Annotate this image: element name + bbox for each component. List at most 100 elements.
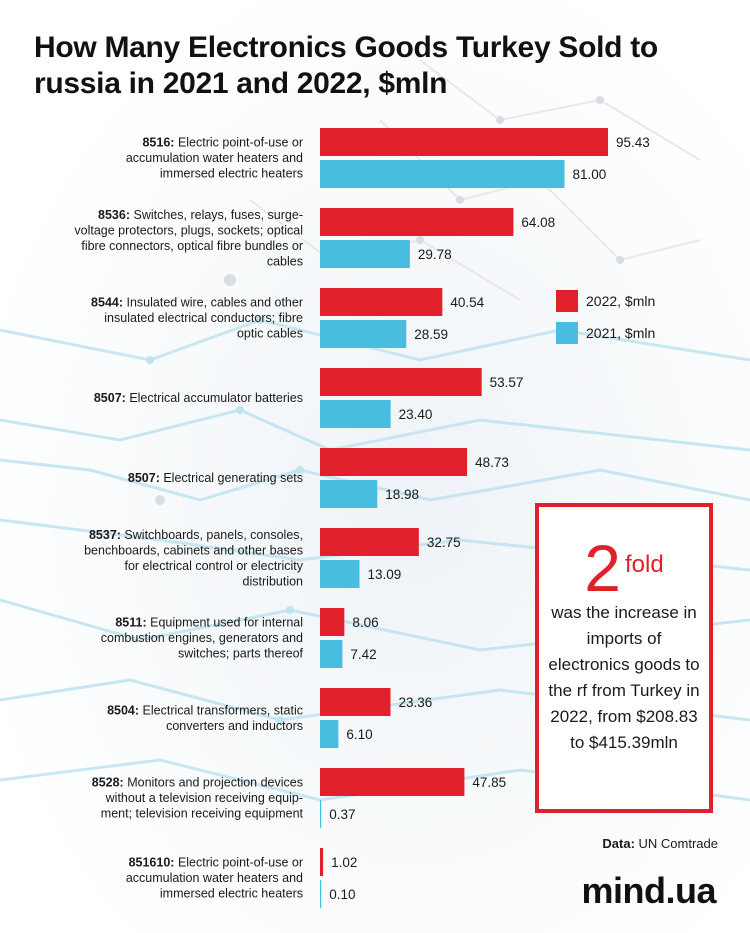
value-label-2021: 29.78 xyxy=(418,247,452,262)
value-label-2021: 0.37 xyxy=(329,807,355,822)
category-label-line: fibre connectors, optical fibre bundles … xyxy=(81,239,303,253)
category-label-line: 8544: Insulated wire, cables and other xyxy=(91,296,303,310)
bar-2021 xyxy=(320,720,339,748)
value-label-2022: 40.54 xyxy=(450,295,484,310)
category-label-line: cables xyxy=(267,254,303,268)
legend-label-2022: 2022, $mln xyxy=(586,293,656,309)
bar-2022 xyxy=(320,608,345,636)
category-label-line: accumulation water heaters and xyxy=(126,871,303,885)
category-label-line: 8507: Electrical accumulator batteries xyxy=(94,391,303,405)
category-text: Monitors and projection devices xyxy=(127,776,303,790)
value-label-2022: 47.85 xyxy=(472,775,506,790)
bar-2022 xyxy=(320,528,419,556)
category-code: 851610: xyxy=(129,856,178,870)
value-label-2022: 48.73 xyxy=(475,455,509,470)
category-text: Electrical transformers, static xyxy=(143,703,303,717)
bar-2022 xyxy=(320,688,391,716)
value-label-2021: 23.40 xyxy=(399,407,433,422)
value-label-2021: 18.98 xyxy=(385,487,419,502)
callout-box: 2 fold was the increase in imports of ele… xyxy=(535,503,713,813)
value-label-2022: 32.75 xyxy=(427,535,461,550)
callout-headline: 2 fold xyxy=(539,535,709,601)
category-text: Electrical generating sets xyxy=(163,471,303,485)
category-label: 8544: Insulated wire, cables and other in… xyxy=(91,296,303,341)
value-label-2021: 81.00 xyxy=(572,167,606,182)
value-label-2022: 95.43 xyxy=(616,135,650,150)
value-label-2022: 64.08 xyxy=(521,215,555,230)
category-label: 8507: Electrical generating sets xyxy=(128,471,303,485)
category-code: 8537: xyxy=(89,528,124,542)
category-label-line: accumulation water heaters and xyxy=(126,151,303,165)
category-label-line: combustion engines, generators and xyxy=(101,631,303,645)
category-label: 8511: Equipment used for internal combust… xyxy=(101,616,304,661)
source-note: Data: UN Comtrade xyxy=(602,836,718,851)
brand-logo: mind.ua xyxy=(581,870,716,911)
bar-2022 xyxy=(320,768,465,796)
category-label: 8507: Electrical accumulator batteries xyxy=(94,391,303,405)
category-code: 8507: xyxy=(94,391,129,405)
category-code: 8544: xyxy=(91,296,126,310)
bar-2021 xyxy=(320,880,322,908)
bar-2021 xyxy=(320,320,407,348)
category-code: 8528: xyxy=(92,776,127,790)
category-label-line: benchboards, cabinets and other bases xyxy=(84,543,303,557)
category-code: 8511: xyxy=(115,616,150,630)
category-text: Electric point-of-use or xyxy=(178,856,303,870)
category-label-line: immersed electric heaters xyxy=(160,167,303,181)
value-label-2021: 6.10 xyxy=(346,727,372,742)
source-name: UN Comtrade xyxy=(638,836,718,851)
bar-2021 xyxy=(320,240,410,268)
category-label: 8504: Electrical transformers, static con… xyxy=(107,703,303,733)
category-text: Switches, relays, fuses, surge- xyxy=(133,208,303,222)
category-code: 8507: xyxy=(128,471,163,485)
value-label-2022: 53.57 xyxy=(490,375,524,390)
bar-2022 xyxy=(320,288,443,316)
source-prefix: Data: xyxy=(602,836,635,851)
value-label-2021: 0.10 xyxy=(329,887,355,902)
value-label-2021: 7.42 xyxy=(350,647,376,662)
category-label-line: 851610: Electric point-of-use or xyxy=(129,856,303,870)
bar-2021 xyxy=(320,480,378,508)
value-label-2022: 1.02 xyxy=(331,855,357,870)
bar-2022 xyxy=(320,208,514,236)
category-text: Equipment used for internal xyxy=(150,616,303,630)
callout-text: was the increase in imports of electroni… xyxy=(548,603,700,752)
category-label-line: 8536: Switches, relays, fuses, surge- xyxy=(98,208,303,222)
chart-title: How Many Electronics Goods Turkey Sold t… xyxy=(34,31,658,100)
value-label-2021: 28.59 xyxy=(414,327,448,342)
callout-unit: fold xyxy=(625,551,664,578)
category-label-line: 8507: Electrical generating sets xyxy=(128,471,303,485)
bar-2021 xyxy=(320,400,391,428)
bar-2022 xyxy=(320,128,608,156)
category-label: 851610: Electric point-of-use or accumula… xyxy=(126,856,303,901)
value-label-2022: 23.36 xyxy=(398,695,432,710)
bar-2021 xyxy=(320,640,343,668)
bar-2021 xyxy=(320,160,565,188)
category-label: 8536: Switches, relays, fuses, surge-vol… xyxy=(74,208,303,269)
category-code: 8516: xyxy=(142,136,177,150)
bar-2022 xyxy=(320,848,324,876)
category-label-line: 8511: Equipment used for internal xyxy=(115,616,303,630)
category-text: Electric point-of-use or xyxy=(178,136,303,150)
bar-2022 xyxy=(320,448,468,476)
legend-label-2021: 2021, $mln xyxy=(586,325,656,341)
category-label-line: optic cables xyxy=(237,327,303,341)
category-label-line: 8504: Electrical transformers, static xyxy=(107,703,303,717)
legend-swatch-2021 xyxy=(556,322,578,344)
category-text: Switchboards, panels, consoles, xyxy=(124,528,303,542)
category-label-line: 8537: Switchboards, panels, consoles, xyxy=(89,528,303,542)
category-label-line: ment; television receiving equipment xyxy=(101,807,304,821)
value-label-2021: 13.09 xyxy=(368,567,402,582)
category-text: Insulated wire, cables and other xyxy=(127,296,304,310)
category-label: 8516: Electric point-of-use or accumulati… xyxy=(126,136,303,181)
category-label-line: without a television receiving equip- xyxy=(105,791,303,805)
bar-2022 xyxy=(320,368,482,396)
legend-item-2022: 2022, $mln xyxy=(556,288,655,314)
category-label-line: insulated electrical conductors; fibre xyxy=(104,311,303,325)
category-label-line: distribution xyxy=(243,574,303,588)
bar-2021 xyxy=(320,560,360,588)
legend-swatch-2022 xyxy=(556,290,578,312)
category-label-line: switches; parts thereof xyxy=(178,647,304,661)
category-label: 8537: Switchboards, panels, consoles, ben… xyxy=(84,528,304,589)
